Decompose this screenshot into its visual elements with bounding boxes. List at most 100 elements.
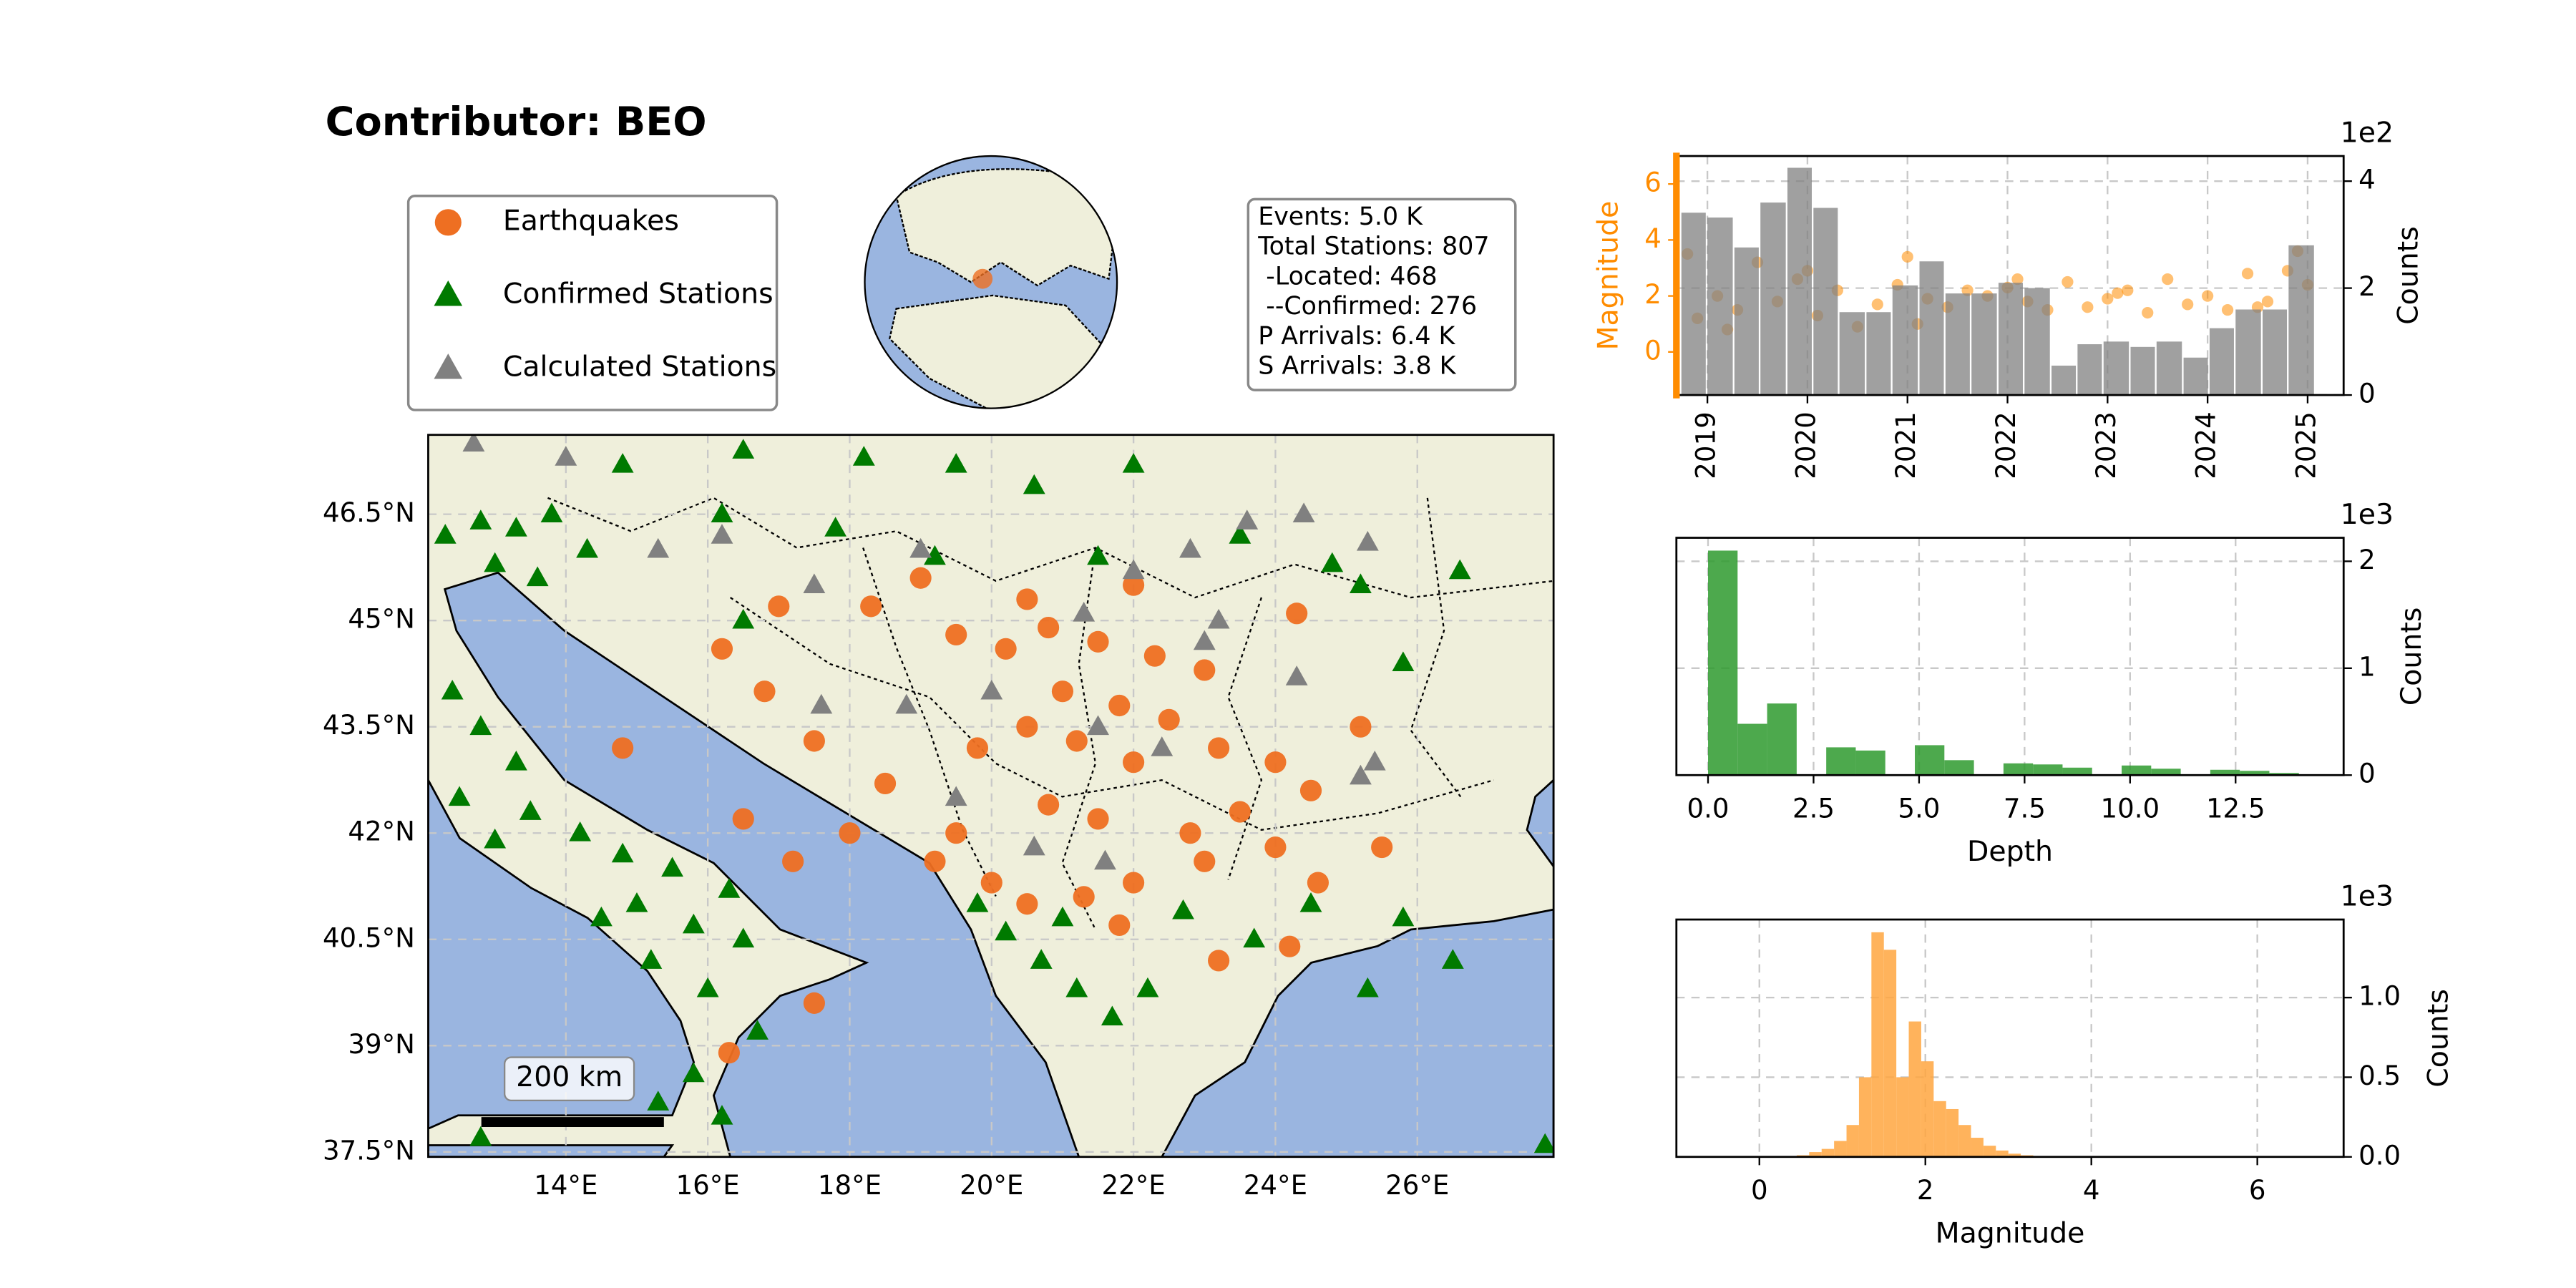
axes-frame xyxy=(1675,537,2345,776)
sea xyxy=(428,1144,675,1157)
earthquake-marker xyxy=(1279,935,1301,957)
histogram-bar xyxy=(1834,1141,1847,1157)
y-tick-label: 2 xyxy=(2358,545,2376,575)
earthquake-marker xyxy=(1073,886,1095,908)
station-marker xyxy=(1065,977,1088,997)
globe-outline xyxy=(864,155,1118,409)
magnitude-point xyxy=(2202,290,2214,302)
stats-line: -Located: 468 xyxy=(1258,262,1437,291)
station-marker xyxy=(1207,608,1230,629)
legend-label: Calculated Stations xyxy=(503,350,776,383)
stats-line: --Confirmed: 276 xyxy=(1258,292,1477,321)
magnitude-point xyxy=(1961,284,1974,296)
earthquake-marker xyxy=(1123,574,1145,596)
count-bar xyxy=(2103,341,2129,396)
station-marker xyxy=(647,1091,670,1111)
earthquake-marker xyxy=(1123,872,1145,894)
globe-land xyxy=(895,168,1116,287)
earthquake-marker xyxy=(1194,659,1216,681)
station-marker xyxy=(504,517,527,537)
legend-frame xyxy=(406,194,779,411)
magnitude-point xyxy=(2241,268,2254,280)
station-marker xyxy=(1193,630,1216,650)
y-tick-label: 40.5°N xyxy=(323,922,415,953)
station-marker xyxy=(1292,502,1315,523)
earthquake-marker xyxy=(945,822,967,844)
x-tick-label: 6 xyxy=(2249,1175,2266,1206)
count-bar xyxy=(1945,293,1970,396)
station-marker xyxy=(640,949,663,969)
histogram-bar xyxy=(1915,745,1945,776)
figure-title: Contributor: BEO xyxy=(326,99,707,145)
axes-frame xyxy=(1675,918,2345,1158)
earthquake-marker xyxy=(711,638,733,660)
earthquake-marker xyxy=(1264,836,1287,859)
y-offset-label: 1e3 xyxy=(2341,498,2394,531)
station-marker xyxy=(1299,892,1322,912)
station-marker xyxy=(718,878,741,898)
stats-frame xyxy=(1246,197,1517,391)
x-tick-label: 4 xyxy=(2083,1175,2100,1206)
x-tick-label: 2022 xyxy=(1991,411,2021,479)
station-marker xyxy=(824,517,847,537)
globe-land xyxy=(889,294,1111,409)
magnitude-point xyxy=(2011,273,2024,286)
magnitude-point xyxy=(2062,275,2074,288)
histogram-bar xyxy=(1821,1148,1835,1157)
count-bar xyxy=(1892,285,1918,396)
station-marker xyxy=(1356,977,1379,997)
histogram-bar xyxy=(1826,747,1856,776)
earthquake-marker xyxy=(1229,801,1251,823)
stats-line: P Arrivals: 6.4 K xyxy=(1258,322,1455,351)
x-tick-label: 0.0 xyxy=(1687,793,1729,824)
histogram-bar xyxy=(1944,760,1974,776)
y-tick-label: 0.0 xyxy=(2358,1140,2401,1171)
histogram-bar xyxy=(1846,1125,1859,1157)
earthquake-marker xyxy=(782,850,804,872)
x-tick-label: 24°E xyxy=(1244,1170,1307,1201)
station-marker xyxy=(945,786,967,806)
station-marker xyxy=(441,679,464,700)
histogram-bar xyxy=(2122,765,2152,776)
station-marker xyxy=(682,913,705,934)
magnitude-point xyxy=(2082,301,2094,313)
map-area xyxy=(428,434,1554,1157)
x-tick-label: 20°E xyxy=(960,1170,1023,1201)
x-axis-label: Depth xyxy=(1967,835,2053,868)
y-tick-label: 1.0 xyxy=(2358,981,2401,1012)
earthquake-marker xyxy=(1051,680,1074,703)
station-marker xyxy=(746,1020,769,1040)
station-marker xyxy=(576,537,598,558)
y2-tick-label: 4 xyxy=(2358,165,2376,195)
station-marker xyxy=(1285,665,1308,686)
histogram-bar xyxy=(1908,1021,1921,1157)
x-tick-label: 2.5 xyxy=(1792,793,1835,824)
border xyxy=(1227,597,1263,880)
histogram-bar xyxy=(2008,1153,2021,1157)
x-tick-label: 14°E xyxy=(534,1170,597,1201)
histogram-bar xyxy=(2269,773,2299,776)
station-marker xyxy=(1023,835,1045,856)
station-marker xyxy=(469,509,492,530)
y-tick-label: 1 xyxy=(2358,651,2376,682)
legend-marker xyxy=(434,209,462,236)
earthquake-marker xyxy=(860,595,882,618)
histogram-bar xyxy=(1996,1150,2009,1157)
station-marker xyxy=(1030,949,1053,969)
station-marker xyxy=(1051,906,1074,927)
station-marker xyxy=(895,693,918,714)
legend-marker xyxy=(434,353,463,379)
y2-offset-label: 1e2 xyxy=(2341,116,2394,149)
earthquake-marker xyxy=(612,737,634,759)
station-marker xyxy=(1151,736,1174,756)
border xyxy=(1061,547,1097,930)
y-axis-label: Magnitude xyxy=(1592,201,1625,351)
histogram-bar xyxy=(1958,1125,1971,1157)
count-bar xyxy=(1866,312,1891,396)
map-frame xyxy=(427,434,1555,1158)
border xyxy=(862,547,997,897)
y2-tick-label: 0 xyxy=(2358,379,2376,409)
border xyxy=(1410,497,1462,798)
histogram-bar xyxy=(1809,1152,1822,1157)
earthquake-marker xyxy=(1286,602,1308,625)
